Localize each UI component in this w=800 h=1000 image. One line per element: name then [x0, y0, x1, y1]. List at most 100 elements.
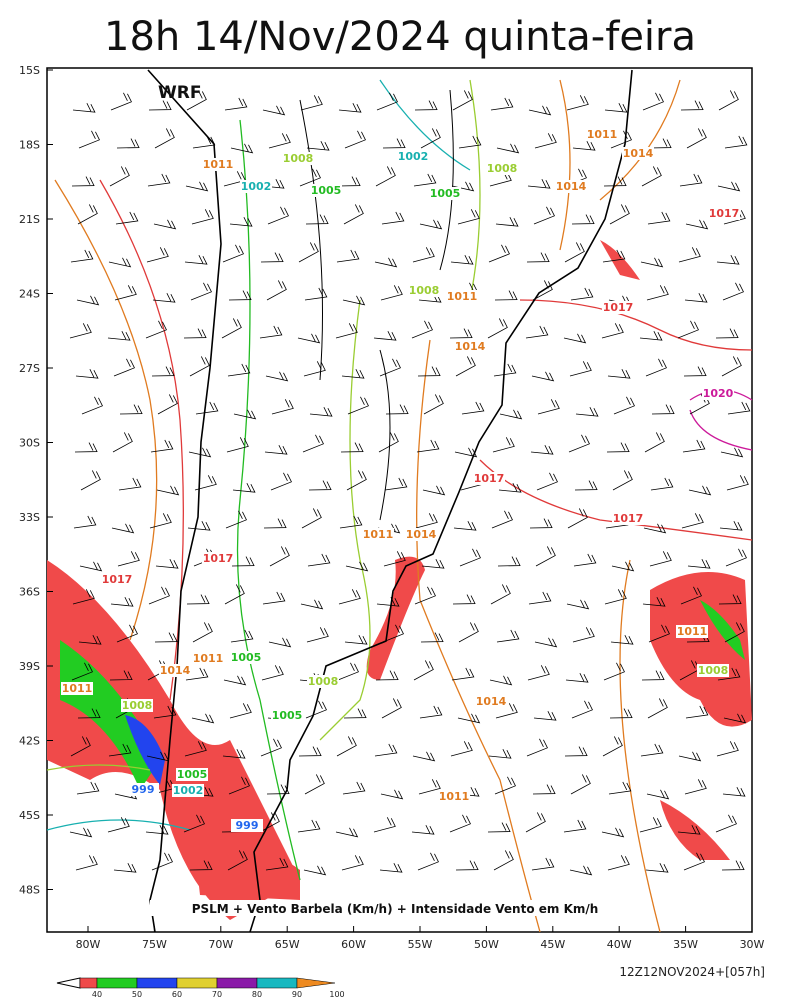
isobar-label: 999: [236, 819, 259, 832]
lat-label: 30S: [19, 437, 40, 450]
barb: [529, 518, 553, 529]
barb: [531, 857, 555, 871]
barb: [298, 746, 322, 757]
isobar-label-bg: [405, 528, 437, 541]
barb: [412, 247, 435, 263]
barb: [688, 485, 712, 496]
barb: [683, 366, 707, 377]
barb: [307, 553, 331, 567]
barb: [224, 97, 248, 111]
barb: [226, 437, 249, 453]
barb: [108, 743, 132, 757]
barb: [230, 143, 254, 154]
barb: [153, 705, 177, 719]
isobar-label: 1017: [203, 552, 234, 565]
barb: [607, 369, 631, 379]
colorbar-swatch: [136, 977, 178, 989]
barb: [532, 784, 556, 795]
barb: [382, 624, 404, 643]
barb: [232, 483, 256, 493]
barb: [537, 399, 560, 415]
isobar-label: 1008: [283, 152, 314, 165]
isobar-label: 999: [132, 783, 155, 796]
barb: [184, 255, 208, 265]
barb: [266, 784, 290, 795]
colorbar-label: 100: [329, 990, 344, 999]
barb: [71, 662, 93, 681]
barb: [260, 252, 284, 263]
barb: [535, 546, 556, 567]
barb: [458, 622, 479, 643]
barb: [75, 369, 99, 379]
barb: [641, 166, 662, 187]
barb: [69, 323, 92, 339]
isobar-label-bg: [127, 783, 159, 796]
barb: [151, 366, 175, 377]
barb: [685, 219, 709, 230]
isobar-label-bg: [475, 695, 507, 708]
barb: [641, 670, 665, 681]
barb: [381, 698, 402, 719]
isobar-label: 1011: [62, 682, 93, 695]
barb: [645, 863, 669, 873]
barb: [309, 407, 333, 417]
isobar-label-bg: [473, 472, 505, 485]
barb: [189, 356, 210, 377]
barb: [233, 409, 257, 420]
lat-label: 15S: [19, 64, 40, 77]
barb: [298, 242, 319, 263]
caption: PSLM + Vento Barbela (Km/h) + Intensidad…: [192, 902, 599, 916]
barb: [455, 860, 479, 871]
barb: [496, 143, 520, 154]
barb: [490, 97, 514, 111]
barb: [647, 211, 671, 225]
barb: [450, 255, 474, 265]
barb: [304, 287, 328, 301]
isobar-label-bg: [282, 152, 314, 165]
barb: [451, 667, 475, 681]
barb: [146, 751, 170, 762]
barb: [571, 214, 595, 225]
barb: [717, 667, 741, 681]
barb: [677, 825, 701, 835]
barb: [267, 206, 289, 225]
barb: [154, 632, 178, 643]
barb: [680, 100, 704, 111]
barb: [491, 510, 513, 529]
barb: [643, 523, 667, 534]
barb: [645, 358, 667, 377]
colorbar-swatch: [296, 977, 336, 989]
barb: [612, 470, 633, 491]
lon-label: 70W: [208, 938, 233, 951]
barb: [611, 561, 635, 572]
barb: [494, 290, 518, 301]
barb: [531, 371, 555, 382]
barb: [346, 470, 367, 491]
barb: [69, 827, 93, 838]
barb: [263, 518, 287, 529]
barb: [77, 204, 98, 225]
barb: [414, 586, 436, 605]
barb: [385, 404, 409, 415]
colorbar-swatch: [79, 977, 98, 989]
isobar-label-bg: [202, 552, 234, 565]
barb: [192, 135, 216, 149]
isobar-label-bg: [121, 699, 153, 712]
barb: [682, 439, 706, 453]
barb: [497, 556, 521, 567]
isobar-label: 1017: [102, 573, 133, 586]
barb: [454, 447, 478, 458]
isobar-label-bg: [61, 682, 93, 695]
colorbar-swatch: [176, 977, 218, 989]
barb: [151, 852, 173, 871]
barb: [379, 863, 403, 873]
barb: [724, 622, 745, 643]
isobar-label: 1011: [193, 652, 224, 665]
barb: [487, 318, 508, 339]
barb: [185, 181, 209, 192]
barb: [297, 819, 321, 833]
barb: [536, 472, 558, 491]
barb: [222, 244, 244, 263]
barb: [345, 561, 369, 572]
isobar-label-bg: [176, 768, 208, 781]
